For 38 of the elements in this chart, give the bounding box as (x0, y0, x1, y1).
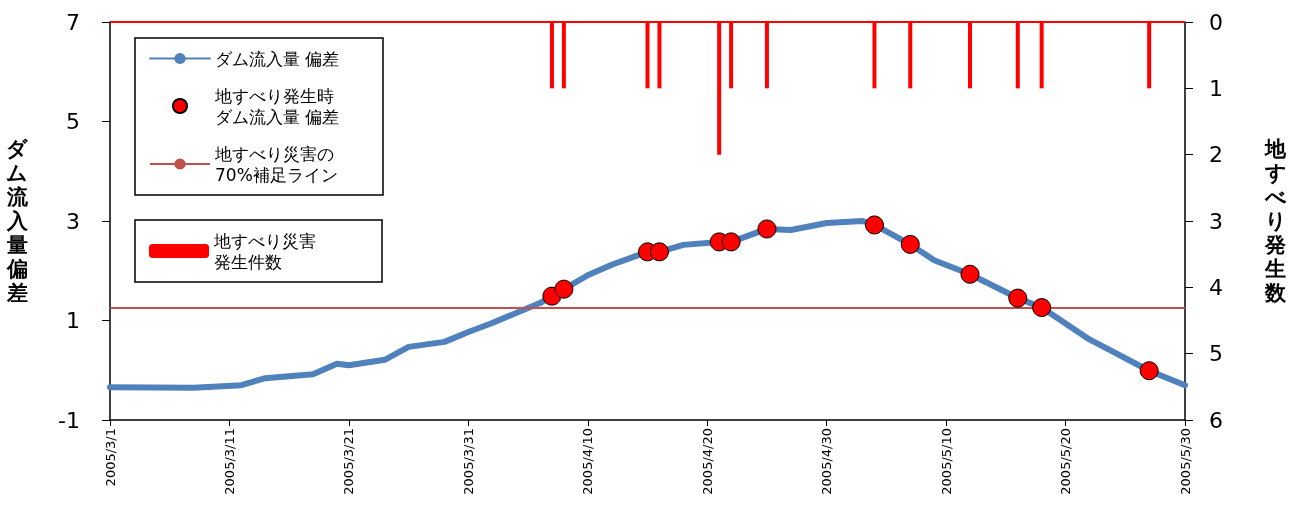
y2-tick-label: 4 (1209, 274, 1223, 300)
point (757, 219, 777, 239)
y2-tick-label: 2 (1209, 142, 1223, 168)
point (554, 279, 574, 299)
x-tick-label: 2005/4/30 (819, 428, 835, 495)
point (1139, 361, 1159, 381)
y-tick-label: 7 (66, 9, 80, 35)
y-axis-title: ダム流入量偏差 (6, 137, 29, 305)
point (1032, 298, 1052, 318)
x-tick-label: 2005/4/20 (699, 428, 715, 495)
legend-label: 地すべり災害発生件数 (213, 230, 316, 272)
point (960, 264, 980, 284)
y2-tick-label: 6 (1209, 407, 1223, 433)
y2-tick-label: 1 (1209, 75, 1223, 101)
point (864, 215, 884, 235)
point (1008, 288, 1028, 308)
point (900, 234, 920, 254)
y-tick-label: 1 (66, 308, 80, 333)
legend-label: ダム流入量 偏差 (215, 48, 340, 69)
legend-label: 地すべり発生時ダム流入量 偏差 (214, 85, 340, 127)
x-tick-label: 2005/5/30 (1177, 428, 1193, 495)
y-tick-label: -1 (58, 407, 80, 433)
y2-tick-label: 3 (1209, 208, 1223, 234)
x-tick-label: 2005/3/1 (102, 428, 118, 487)
y-tick-label: 5 (66, 109, 80, 134)
legend-label: 地すべり災害の70%補足ライン (214, 143, 338, 185)
x-tick-label: 2005/4/10 (580, 428, 596, 495)
x-tick-label: 2005/3/11 (221, 428, 237, 495)
y2-tick-label: 0 (1209, 9, 1223, 35)
x-tick-label: 2005/5/20 (1058, 428, 1074, 495)
x-tick-label: 2005/3/21 (341, 428, 357, 495)
x-tick-label: 2005/5/10 (938, 428, 954, 495)
x-tick-label: 2005/3/31 (460, 428, 476, 495)
point (649, 242, 669, 262)
y-tick-label: 3 (66, 208, 80, 234)
y2-tick-label: 5 (1209, 341, 1223, 367)
y2-axis-title: 地すべり発生数 (1264, 137, 1287, 305)
point (721, 232, 741, 252)
